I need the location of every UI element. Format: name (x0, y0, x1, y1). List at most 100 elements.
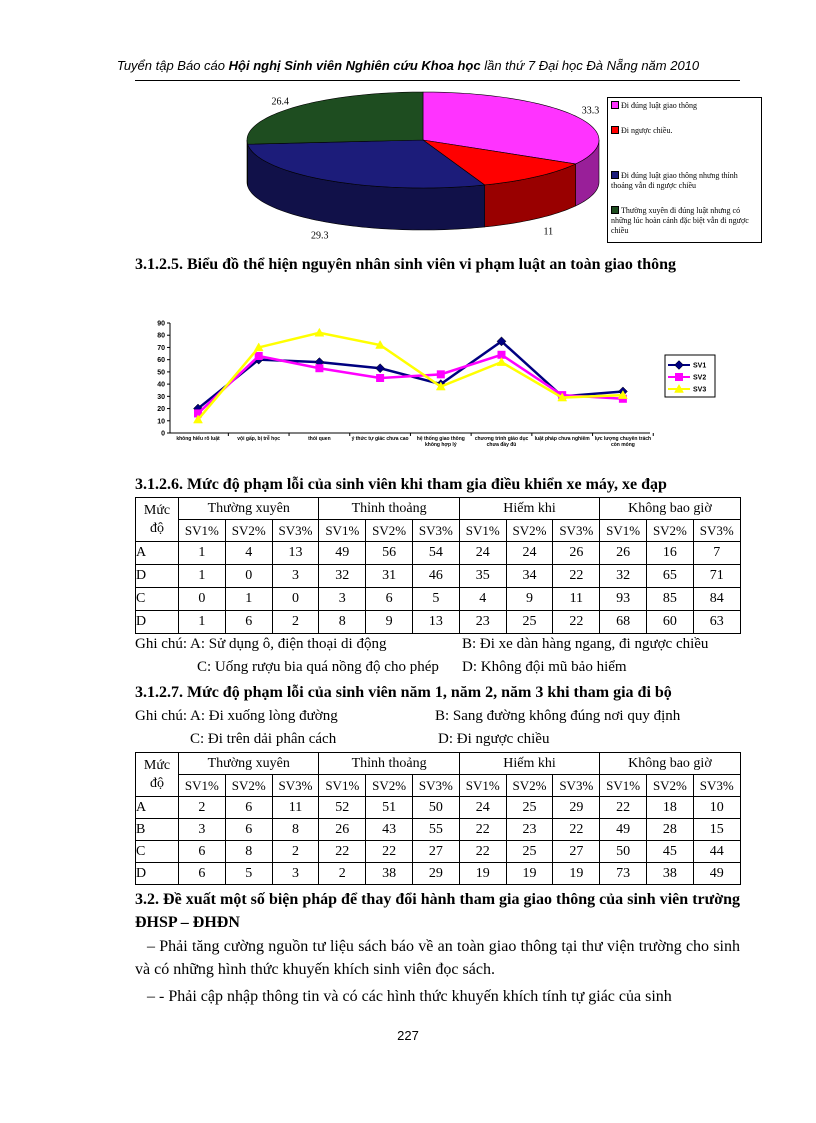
cell: 1 (178, 610, 226, 634)
cell: 8 (224, 840, 273, 863)
header-cell: SV1% (599, 519, 648, 542)
cell: 4 (224, 541, 273, 565)
header-cell: Không bao giờ (599, 752, 741, 775)
cell: 4 (458, 587, 507, 611)
cell: 35 (458, 564, 507, 588)
header-cell: Hiếm khi (458, 752, 601, 775)
cell: 46 (412, 564, 460, 588)
caption: 3.1.2.5. Biểu đồ thể hiện nguyên nhân si… (135, 256, 677, 273)
cell: 22 (365, 840, 413, 863)
cell: 9 (505, 587, 554, 611)
pie-slice (422, 91, 600, 165)
cell: 84 (692, 587, 741, 611)
legend-swatch (611, 206, 619, 214)
cell: 24 (458, 796, 507, 819)
cell: 3 (318, 587, 367, 611)
cell: 22 (552, 610, 601, 634)
cell: 0 (178, 587, 226, 611)
header-cell: SV2% (505, 774, 554, 797)
cell: 9 (365, 610, 413, 634)
legend-swatch (611, 171, 619, 179)
marker (675, 373, 683, 381)
row: D 6 5 3 2 38 29 19 19 19 73 38 49 (135, 862, 741, 885)
cell: 55 (412, 818, 460, 841)
cell: 6 (224, 796, 273, 819)
x-tick-label: hệ thống giao thông không hợp lý (416, 436, 465, 448)
header-row: SV1% SV2% SV3% SV1% SV2% SV3% SV1% SV2% SV3% SV1%… (136, 774, 741, 797)
marker (674, 360, 684, 370)
cell: 6 (178, 840, 226, 863)
header-cell: Thường xuyên (177, 497, 320, 520)
cell: 6 (178, 862, 226, 885)
header-row: SV1% SV2% SV3% SV1% SV2% SV3% SV1% SV2% SV3% SV1%… (136, 519, 741, 542)
cell: B (135, 818, 179, 841)
cell: 51 (365, 796, 413, 819)
marker (253, 342, 264, 352)
header-rule (135, 80, 740, 81)
cell: 49 (599, 818, 648, 841)
cell: A (135, 541, 179, 565)
cell: 49 (692, 862, 741, 885)
header-cell: SV2% (365, 774, 413, 797)
header-cell: Không bao giờ (599, 497, 741, 520)
legend-item: Đi đúng luật giao thông (611, 101, 759, 111)
header-cell: Mức độ (135, 752, 179, 797)
x-tick-label: lực lượng chuyên trách còn mỏng (594, 436, 652, 448)
header-cell: SV1% (458, 519, 507, 542)
cell: 3 (271, 862, 320, 885)
header-cell: Mức độ (135, 497, 179, 542)
cell: 38 (646, 862, 694, 885)
cell: 11 (552, 587, 601, 611)
cell: 1 (178, 564, 226, 588)
cell: 16 (646, 541, 694, 565)
cell: 22 (318, 840, 367, 863)
header-cell: SV2% (365, 519, 413, 542)
series-line (197, 353, 623, 415)
cell: 1 (224, 587, 273, 611)
cell: 29 (412, 862, 460, 885)
cell: 22 (458, 818, 507, 841)
legend-label: Thường xuyên đi đúng luật nhưng có những… (611, 206, 749, 235)
note: Ghi chú: A: Đi xuống lòng đường (135, 708, 338, 724)
cell: 26 (318, 818, 367, 841)
cell: 24 (458, 541, 507, 565)
heading: 3.1.2.6. Mức độ phạm lỗi của sinh viên k… (135, 476, 667, 493)
x-tick-label: thói quen (308, 436, 331, 442)
cell: 22 (552, 818, 601, 841)
cell: 2 (271, 840, 320, 863)
note: B: Đi xe dàn hàng ngang, đi ngược chiều (462, 636, 709, 652)
cell: 8 (318, 610, 367, 634)
cell: D (135, 564, 179, 588)
pie-chart: 33.3 11 29.3 26.4 (246, 91, 600, 242)
marker (436, 370, 445, 379)
x-tick-label: không hiểu rõ luật (176, 436, 220, 442)
x-tick-label: chương trình giáo dục chưa đầy đủ (474, 436, 529, 448)
row: A 2 6 11 52 51 50 24 25 29 22 18 10 (135, 796, 741, 819)
cell: 25 (505, 796, 554, 819)
cell: 5 (412, 587, 460, 611)
cell: 44 (692, 840, 741, 863)
marker (254, 352, 263, 360)
pie-legend: Đi đúng luật giao thông Đi ngược chiều. Đi… (607, 97, 762, 243)
marker (617, 390, 628, 399)
table: Mức độ Thường xuyên Thỉnh thoảng Hiếm khi Kh… (135, 752, 741, 885)
marker (435, 381, 446, 391)
y-tick-label: 20 (157, 406, 165, 413)
cell: 19 (458, 862, 507, 885)
note: D: Không đội mũ bảo hiểm (462, 659, 627, 675)
cell: C (135, 840, 179, 863)
legend-swatch (611, 126, 619, 134)
header-cell: SV1% (178, 519, 226, 542)
data-label: 26.4 (271, 96, 289, 107)
y-tick-label: 90 (157, 321, 165, 328)
cell: 45 (646, 840, 694, 863)
page-number: 227 (397, 1028, 419, 1043)
cell: 6 (365, 587, 413, 611)
marker (496, 357, 507, 366)
cell: D (135, 610, 179, 634)
cell: 34 (505, 564, 554, 588)
y-tick-label: 40 (157, 382, 165, 389)
cell: 3 (178, 818, 226, 841)
cell: 27 (412, 840, 460, 863)
note: D: Đi ngược chiều (438, 731, 550, 747)
